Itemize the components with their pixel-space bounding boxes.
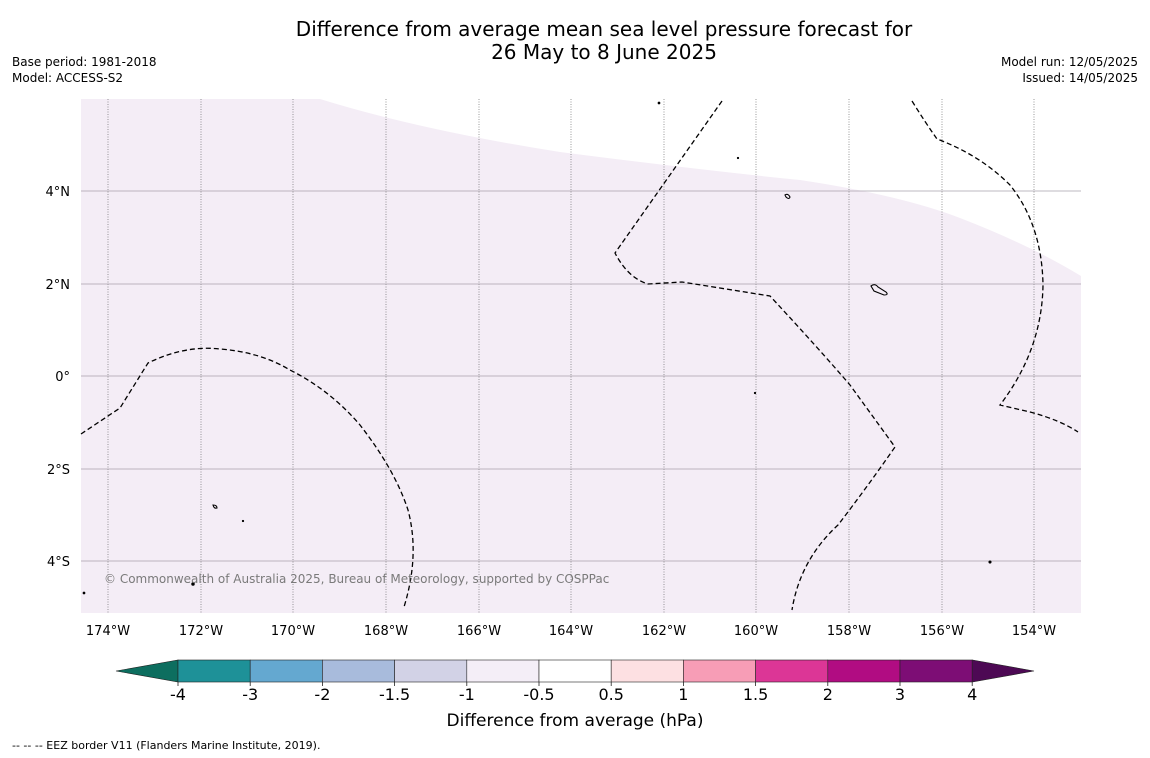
colorbar-label: Difference from average (hPa) bbox=[447, 711, 704, 731]
meta-right: Model run: 12/05/2025 Issued: 14/05/2025 bbox=[1001, 54, 1138, 86]
colorbar-segment bbox=[177, 659, 251, 683]
copyright-text: © Commonwealth of Australia 2025, Bureau… bbox=[104, 572, 609, 586]
colorbar-segment bbox=[538, 659, 612, 683]
colorbar-tick-label: -2 bbox=[314, 685, 330, 704]
lon-label: 156°W bbox=[920, 624, 964, 639]
lat-label: 0° bbox=[55, 370, 70, 385]
latitude-labels: 4°N 2°N 0° 2°S 4°S bbox=[46, 185, 71, 570]
lat-label: 2°N bbox=[46, 278, 71, 293]
longitude-labels: 174°W 172°W 170°W 168°W 166°W 164°W 162°… bbox=[86, 624, 1056, 639]
title-line-1: Difference from average mean sea level p… bbox=[295, 17, 913, 41]
lon-label: 172°W bbox=[179, 624, 223, 639]
eez-footer-note: -- -- -- EEZ border V11 (Flanders Marine… bbox=[12, 739, 321, 752]
colorbar: -4 -3 -2 -1.5 -1 -0.5 0.5 1 1.5 2 3 4 bbox=[115, 659, 1035, 704]
lon-label: 154°W bbox=[1012, 624, 1056, 639]
colorbar-extend-low bbox=[115, 659, 179, 683]
longitude-gridlines bbox=[107, 99, 1035, 613]
lon-label: 164°W bbox=[549, 624, 593, 639]
lon-label: 162°W bbox=[642, 624, 686, 639]
lon-label: 158°W bbox=[827, 624, 871, 639]
colorbar-tick-label: -0.5 bbox=[523, 685, 554, 704]
title-line-2: 26 May to 8 June 2025 bbox=[491, 40, 717, 64]
colorbar-segment bbox=[394, 659, 468, 683]
map-title: Difference from average mean sea level p… bbox=[0, 18, 1150, 64]
colorbar-extend-high bbox=[971, 659, 1035, 683]
lat-label: 4°N bbox=[46, 185, 71, 200]
model-text: Model: ACCESS-S2 bbox=[12, 71, 124, 85]
colorbar-tick-label: -1 bbox=[459, 685, 475, 704]
colorbar-tick-label: 3 bbox=[895, 685, 905, 704]
colorbar-segment bbox=[755, 659, 829, 683]
colorbar-segment bbox=[899, 659, 973, 683]
colorbar-segment bbox=[322, 659, 395, 683]
model-run-text: Model run: 12/05/2025 bbox=[1000, 55, 1138, 69]
base-period-text: Base period: 1981-2018 bbox=[12, 55, 157, 69]
issued-text: Issued: 14/05/2025 bbox=[1022, 71, 1138, 85]
colorbar-segment bbox=[249, 659, 323, 683]
lon-label: 170°W bbox=[271, 624, 315, 639]
colorbar-tick-label: -3 bbox=[242, 685, 258, 704]
lon-label: 160°W bbox=[734, 624, 778, 639]
colorbar-tick-label: 4 bbox=[967, 685, 977, 704]
colorbar-segment bbox=[466, 659, 540, 683]
islands bbox=[82, 101, 992, 595]
lon-label: 166°W bbox=[457, 624, 501, 639]
colorbar-segment bbox=[683, 659, 756, 683]
anomaly-fill-near-average bbox=[81, 99, 1081, 276]
eez-borders bbox=[80, 100, 1079, 611]
colorbar-tick-label: -4 bbox=[170, 685, 186, 704]
colorbar-tick-label: 0.5 bbox=[598, 685, 623, 704]
latitude-gridlines bbox=[81, 190, 1081, 562]
colorbar-tick-label: 2 bbox=[823, 685, 833, 704]
colorbar-segment bbox=[827, 659, 901, 683]
meta-left: Base period: 1981-2018 Model: ACCESS-S2 bbox=[12, 54, 157, 86]
lon-label: 174°W bbox=[86, 624, 130, 639]
lat-label: 4°S bbox=[47, 555, 70, 570]
lon-label: 168°W bbox=[364, 624, 408, 639]
colorbar-segment bbox=[610, 659, 684, 683]
lat-label: 2°S bbox=[47, 463, 70, 478]
colorbar-tick-label: 1.5 bbox=[743, 685, 768, 704]
map-plot-area: © Commonwealth of Australia 2025, Bureau… bbox=[80, 99, 1081, 613]
colorbar-tick-label: 1 bbox=[678, 685, 688, 704]
colorbar-tick-label: -1.5 bbox=[379, 685, 410, 704]
